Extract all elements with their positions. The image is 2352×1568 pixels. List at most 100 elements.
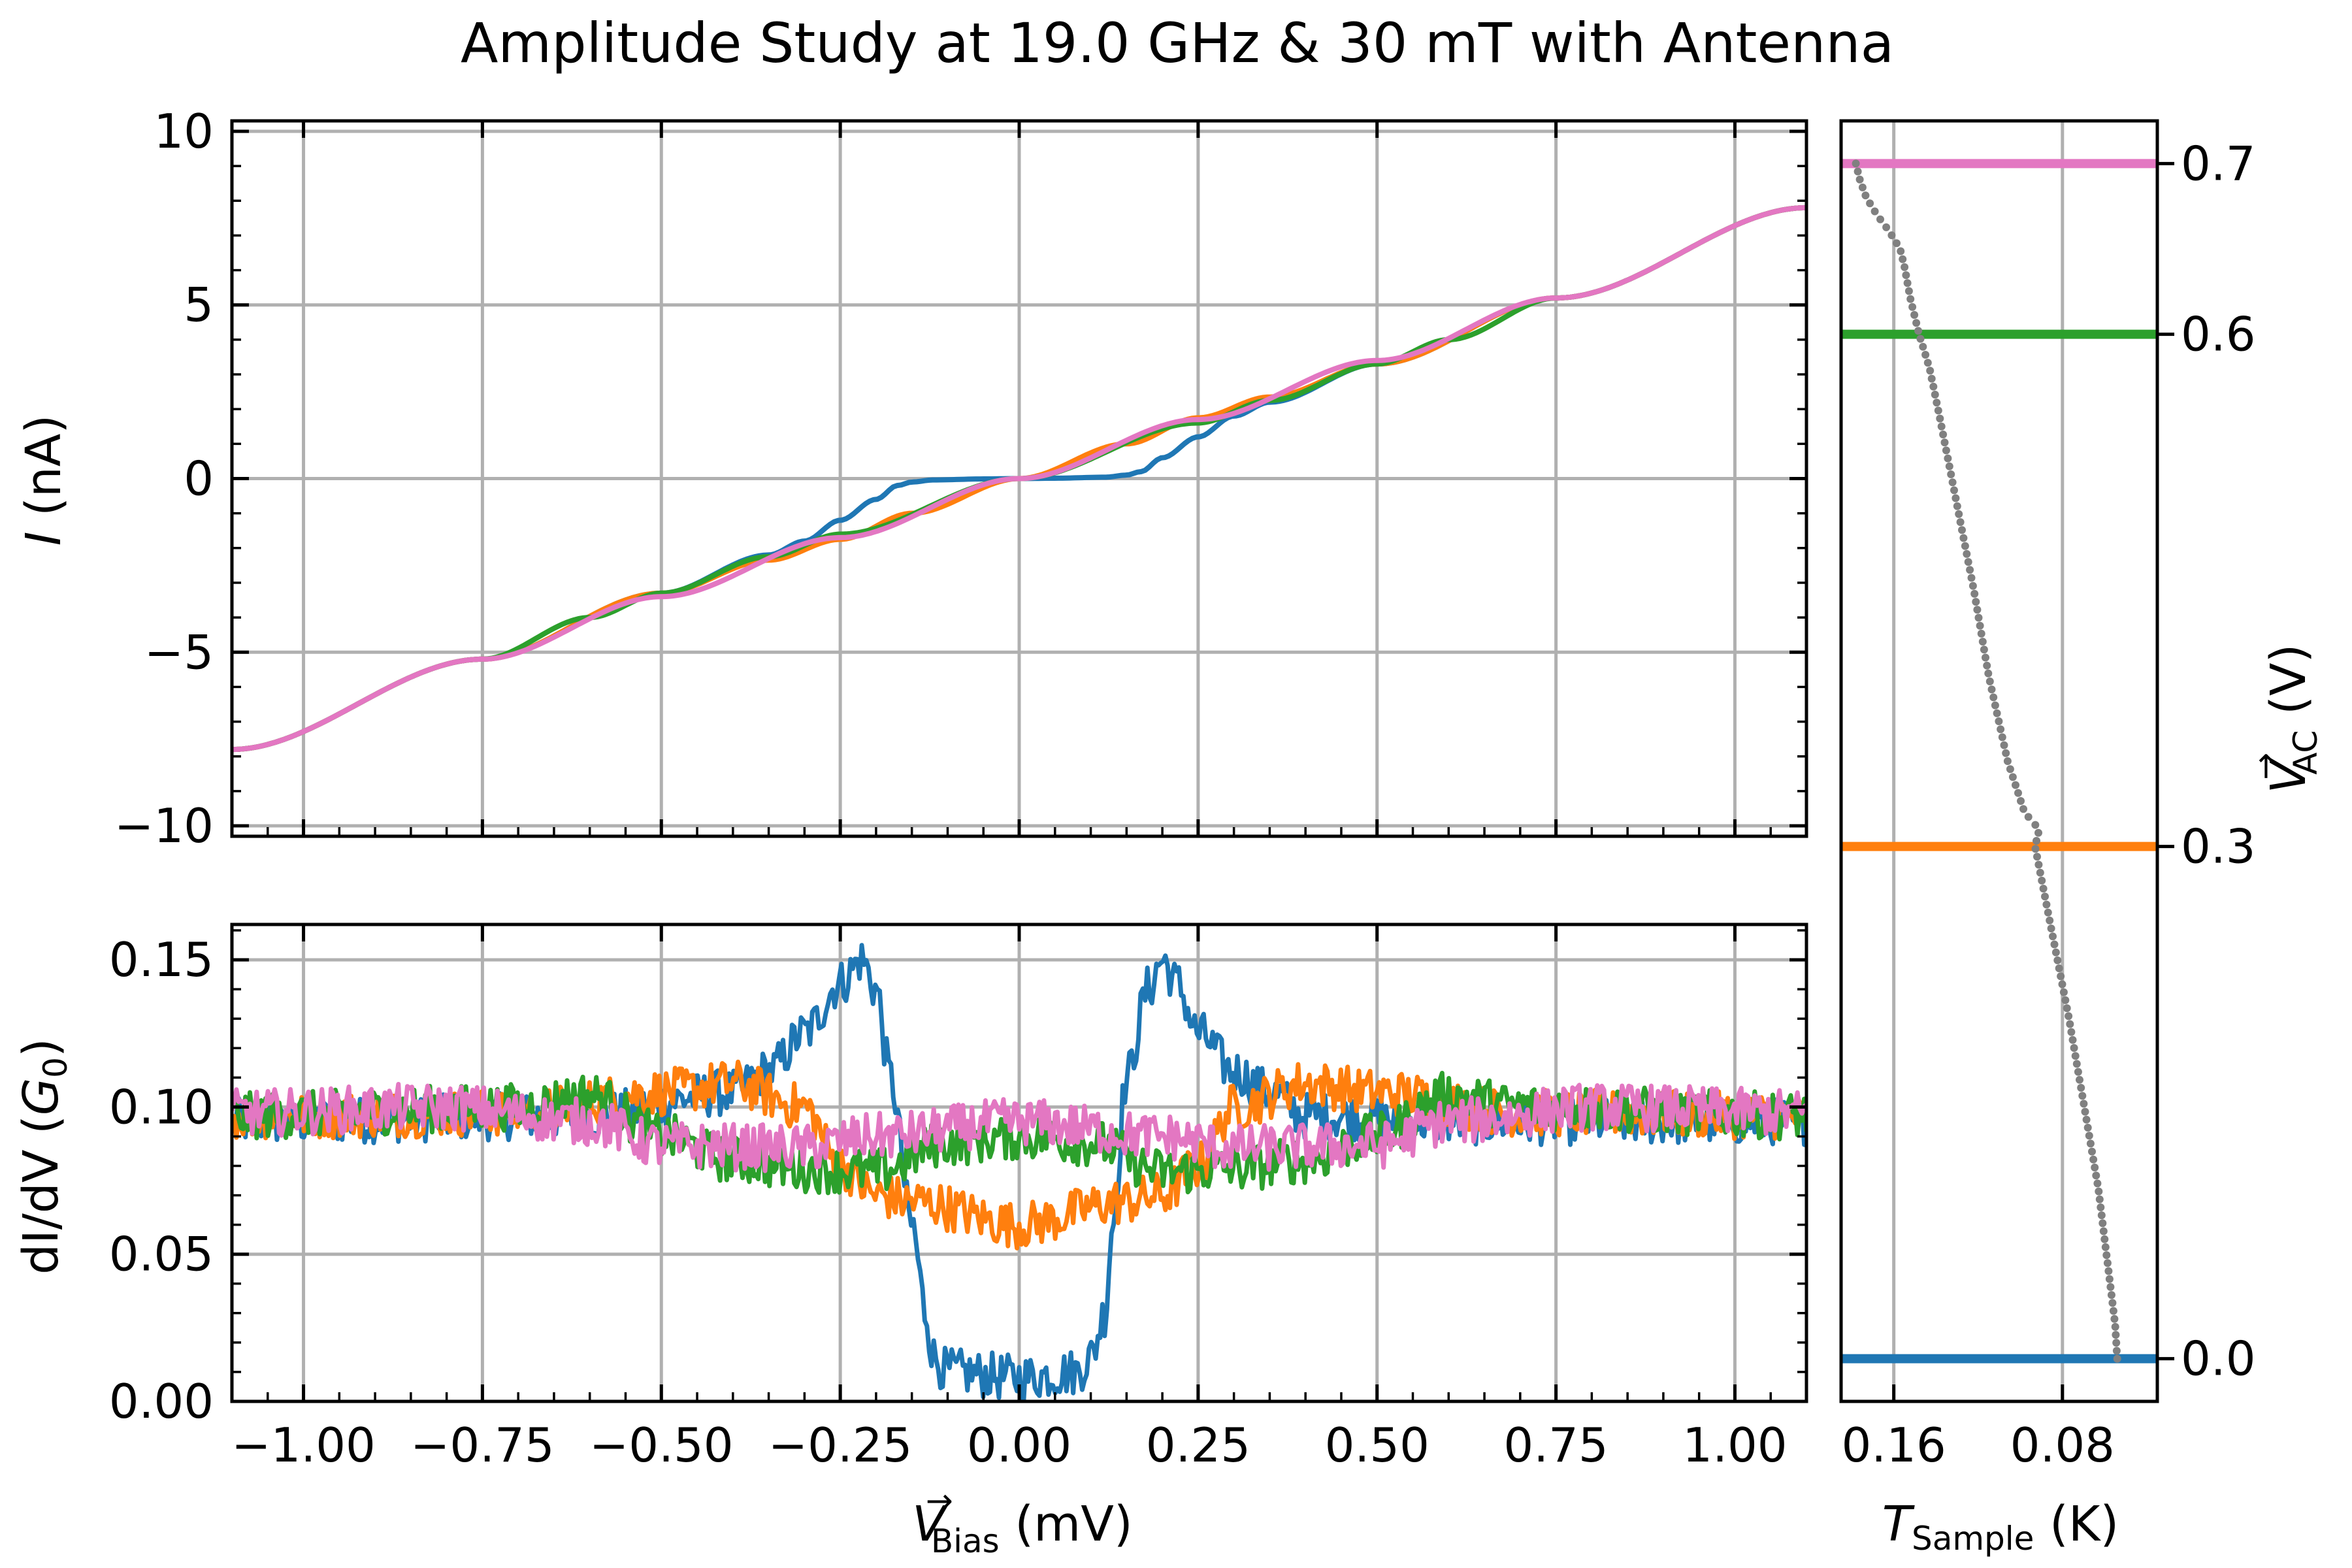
temperature-point [2093,1179,2102,1188]
temperature-point [1908,302,1917,311]
temperature-point [1899,255,1907,263]
temperature-point [1858,183,1867,191]
temperature-point [1927,374,1936,383]
temperature-point [1972,598,1980,606]
temperature-point [1940,438,1949,447]
didv-ylabel-sub: 0 [37,1057,74,1078]
temperature-point [2068,1036,2077,1044]
temperature-point [2077,1084,2085,1092]
temperature-point [2091,1164,2099,1171]
bias-xlabel-sub: Bias [931,1522,1000,1560]
temperature-point [2083,1124,2092,1132]
temperature-point [1982,653,1989,662]
temperature-point [2017,797,2025,805]
temperature-point [2105,1275,2114,1283]
temperature-point [2057,972,2065,981]
temperature-point [1901,263,1909,271]
temperature-point [1903,279,1912,287]
temperature-point [1997,725,2005,734]
temp-xtick-label: 0.08 [2010,1418,2115,1473]
temp-xtick-label: 0.16 [1842,1418,1946,1473]
didv-ylabel-var: G [13,1078,69,1115]
temperature-point [1974,613,1983,622]
temperature-point [1977,629,1985,638]
temperature-point [2033,853,2041,861]
iv-series-line [231,204,1807,753]
didv-ticks [231,924,1808,1403]
temperature-point [2065,1012,2073,1021]
temperature-point [2031,821,2040,829]
didv-xtick-label: 1.00 [1682,1418,1787,1473]
iv-ylabel: I (nA) [16,415,72,546]
vac-ylabel-sub: AC [2287,730,2325,775]
temperature-point [1887,231,1896,240]
chart-title: Amplitude Study at 19.0 GHz & 30 mT with… [461,11,1894,75]
temperature-point [2112,1347,2121,1355]
temperature-point [2106,1282,2115,1291]
temperature-point [2107,1291,2115,1299]
temperature-point [2071,1052,2080,1060]
temperature-point [1976,621,1984,630]
temperature-point [2034,828,2042,837]
temperature-point [1902,271,1910,280]
temperature-point [1861,191,1870,200]
temperature-point [1923,359,1932,367]
temp-grid [1892,121,2065,1401]
temperature-point [1929,382,1938,391]
iv-ylabel-var: I [16,531,72,546]
temperature-point [2113,1354,2121,1363]
temperature-point [2097,1203,2105,1211]
temperature-point [1998,733,2006,742]
temperature-point [2074,1068,2082,1076]
temperature-point [1882,223,1891,231]
temperature-point [1914,327,1923,335]
temperature-point [2081,1107,2089,1116]
temperature-point [1916,335,1925,343]
temperature-point [2038,876,2046,885]
vac-ylabel-var: V [2261,757,2317,793]
temperature-point [1959,534,1968,542]
temperature-point [2076,1075,2083,1084]
didv-ytick-label: 0.10 [109,1079,214,1134]
temperature-point [1950,486,1958,495]
temperature-point [2067,1028,2076,1036]
temperature-point [1967,574,1976,582]
temp-xlabel: TSample (K) [1882,1496,2119,1558]
temperature-point [2082,1115,2091,1124]
temp-curve [1852,159,2121,1363]
temperature-point [2063,1004,2071,1013]
iv-ytick-label: −10 [114,798,214,853]
temperature-point [2095,1195,2104,1203]
temperature-point [2086,1139,2095,1148]
temperature-point [2112,1339,2121,1347]
temperature-point [1956,518,1965,527]
temperature-point [2033,837,2040,845]
temperature-point [2108,1299,2117,1307]
temperature-point [2112,1331,2120,1339]
temperature-point [1904,287,1913,295]
temperature-point [1964,558,1972,566]
temperature-point [1984,669,1993,678]
temp-ticks [1892,161,2174,1401]
didv-xtick-label: −0.75 [410,1418,555,1473]
temperature-point [2061,996,2070,1004]
temperature-point [1854,167,1862,176]
temperature-point [2078,1092,2087,1100]
temperature-point [2100,1235,2109,1243]
temperature-point [1973,606,1982,614]
temperature-point [2092,1171,2100,1180]
didv-series-line [232,1082,1806,1173]
temperature-point [1980,645,1988,654]
temperature-point [1987,685,1996,694]
didv-ytick-label: 0.00 [109,1374,214,1429]
vac-ytick-label: 0.6 [2181,307,2256,362]
bias-xlabel: V→ Bias (mV) [912,1482,1132,1560]
temperature-point [2053,956,2062,964]
temperature-point [1989,693,1998,702]
didv-ylabel-post: ) [13,1038,69,1057]
temperature-point [2070,1044,2078,1052]
didv-xtick-label: 0.25 [1146,1418,1250,1473]
temperature-point [1897,247,1905,255]
temperature-point [1985,678,1994,685]
temperature-point [1953,502,1961,510]
